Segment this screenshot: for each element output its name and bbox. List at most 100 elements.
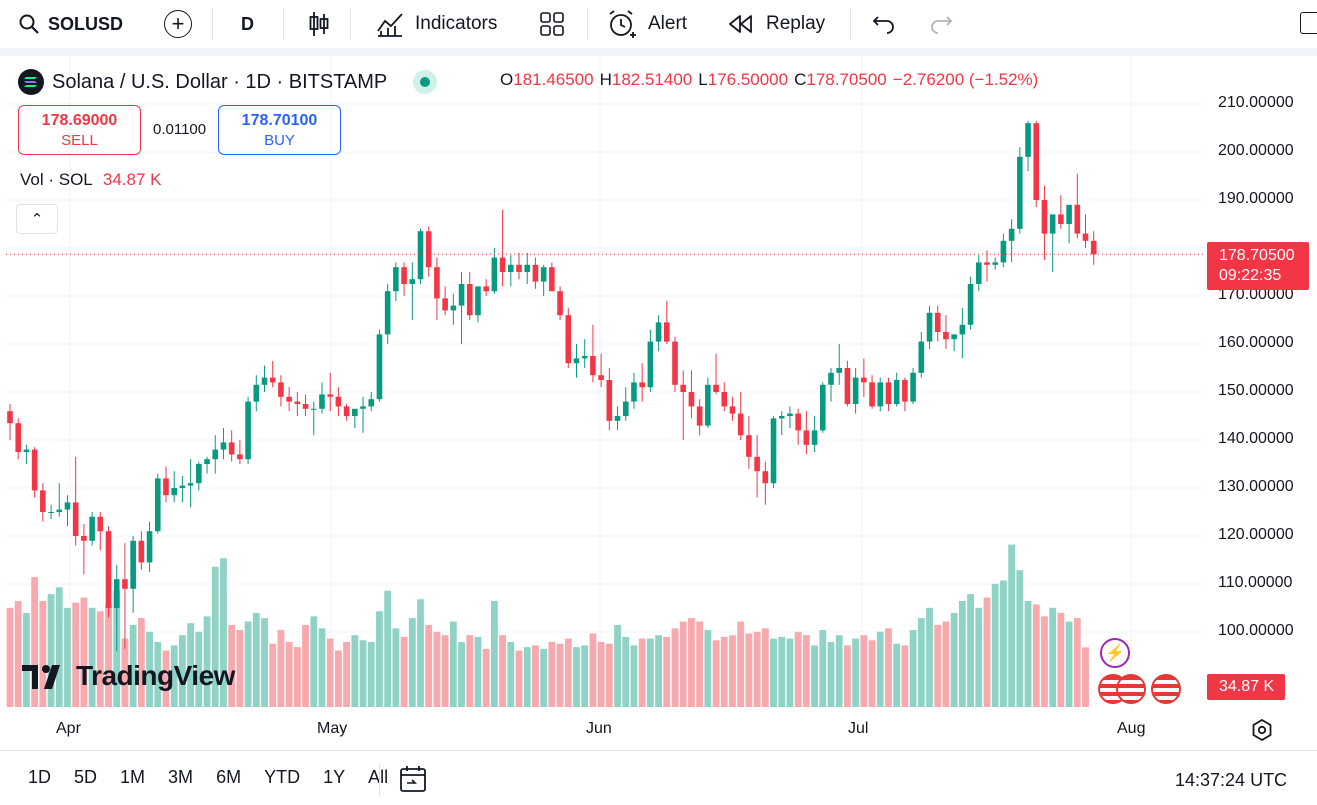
range-button-1d[interactable]: 1D xyxy=(28,767,52,787)
volume-bar xyxy=(466,635,474,707)
volume-bar xyxy=(893,643,901,707)
candle-body xyxy=(934,312,941,332)
candle-body xyxy=(343,406,350,416)
candle-body xyxy=(984,262,990,265)
candle-body xyxy=(97,516,104,532)
candles-chart-type-icon[interactable] xyxy=(307,10,331,43)
volume-bar xyxy=(23,612,30,707)
candle-body xyxy=(565,315,572,364)
price-tick-label: 140.00000 xyxy=(1218,430,1294,447)
alert-button[interactable]: Alert xyxy=(606,0,687,48)
candle-body xyxy=(245,401,251,460)
candle-body xyxy=(680,384,687,392)
date-range-calendar-icon[interactable] xyxy=(399,765,429,798)
indicators-button[interactable]: Indicators xyxy=(376,0,497,48)
candle-body xyxy=(286,396,292,402)
indicators-icon xyxy=(377,13,403,37)
candle-body xyxy=(48,512,54,513)
candle-body xyxy=(696,406,703,426)
volume-bar xyxy=(556,643,564,707)
candle-body xyxy=(204,459,210,464)
volume-bar xyxy=(770,638,777,707)
volume-bar xyxy=(688,618,695,707)
candle-body xyxy=(138,540,145,563)
volume-bar xyxy=(121,638,129,707)
candle-body xyxy=(1074,204,1081,234)
chart-pane[interactable] xyxy=(0,56,1317,750)
candle-body xyxy=(836,368,843,373)
candle-body xyxy=(549,267,555,292)
us-flag-event-icon[interactable] xyxy=(1151,674,1181,704)
volume-bar xyxy=(909,630,917,707)
settings-gear-icon[interactable] xyxy=(1251,718,1273,746)
volume-bar xyxy=(129,624,137,707)
volume-bar xyxy=(228,624,236,707)
candle-body xyxy=(639,382,645,388)
last-price-value: 178.70500 xyxy=(1219,247,1295,264)
redo-icon[interactable] xyxy=(929,14,953,39)
volume-bar xyxy=(64,607,71,707)
range-button-6m[interactable]: 6M xyxy=(216,767,242,787)
volume-bar xyxy=(622,636,630,707)
candle-body xyxy=(319,394,325,409)
utc-clock[interactable]: 14:37:24 UTC xyxy=(1175,770,1288,790)
symbol-search[interactable]: SOLUSD xyxy=(18,0,123,48)
candle-body xyxy=(196,464,202,484)
candle-body xyxy=(885,382,892,404)
volume-bar xyxy=(1041,616,1048,707)
candle-body xyxy=(220,442,227,450)
range-button-1y[interactable]: 1Y xyxy=(323,767,346,787)
collapse-legend-button[interactable]: ⌃ xyxy=(16,204,58,234)
candle-body xyxy=(672,341,678,385)
lightning-event-icon[interactable]: ⚡ xyxy=(1100,638,1130,668)
candle-body xyxy=(811,430,818,445)
candle-body xyxy=(368,399,375,407)
interval-button[interactable]: D xyxy=(241,13,254,34)
volume-bar xyxy=(548,642,556,707)
candle-body xyxy=(146,531,153,563)
volume-bar xyxy=(942,621,950,707)
volume-bar xyxy=(351,635,359,707)
layouts-grid-icon[interactable] xyxy=(540,12,564,41)
volume-bar xyxy=(220,558,227,707)
buy-label: BUY xyxy=(264,132,295,149)
volume-bar xyxy=(868,640,876,707)
volume-bar xyxy=(269,643,277,707)
range-button-1m[interactable]: 1M xyxy=(120,767,146,787)
sell-button[interactable]: 178.69000 SELL xyxy=(18,105,141,155)
volume-bar xyxy=(761,628,769,707)
volume-bar xyxy=(72,602,80,707)
candle-body xyxy=(959,324,966,335)
volume-bar xyxy=(146,631,153,707)
indicators-label: Indicators xyxy=(415,13,498,34)
volume-bar xyxy=(417,599,424,707)
volume-bar xyxy=(745,633,753,707)
volume-bar xyxy=(433,631,441,707)
buy-button[interactable]: 178.70100 BUY xyxy=(218,105,341,155)
volume-bar xyxy=(162,650,170,707)
replay-button[interactable]: Replay xyxy=(728,0,825,48)
candle-body xyxy=(581,356,588,359)
candle-body xyxy=(466,284,473,316)
candle-body xyxy=(491,257,498,292)
toolbar-gap xyxy=(0,48,1317,56)
compare-add-icon[interactable]: + xyxy=(164,10,192,38)
undo-icon[interactable] xyxy=(872,14,896,39)
range-button-all[interactable]: All xyxy=(361,767,395,788)
buy-price: 178.70100 xyxy=(241,112,318,129)
range-button-3m[interactable]: 3M xyxy=(168,767,194,787)
candle-body xyxy=(1090,240,1097,255)
candle-body xyxy=(475,286,481,316)
fullscreen-icon[interactable] xyxy=(1300,12,1317,34)
volume-bar xyxy=(835,635,843,707)
candle-body xyxy=(540,267,547,282)
candle-body xyxy=(754,456,760,472)
range-button-ytd[interactable]: YTD xyxy=(264,767,301,787)
candle-body xyxy=(647,341,654,388)
time-tick-label: Aug xyxy=(1117,720,1146,737)
volume-bar xyxy=(170,645,178,707)
volume-bar xyxy=(1024,600,1032,707)
range-button-5d[interactable]: 5D xyxy=(74,767,98,787)
us-flag-event-icon[interactable] xyxy=(1116,674,1146,704)
